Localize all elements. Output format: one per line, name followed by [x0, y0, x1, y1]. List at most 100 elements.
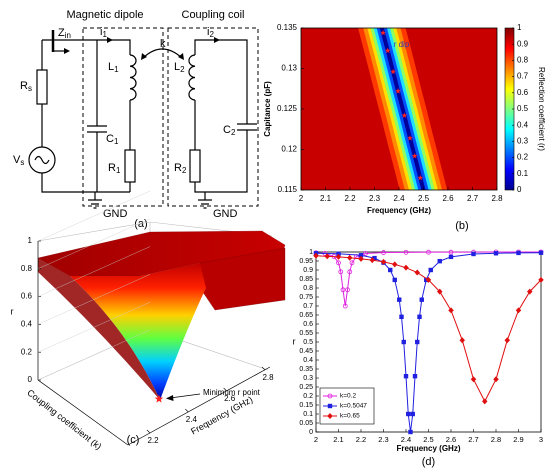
- x-tick-label: 2.6: [224, 394, 236, 403]
- label: R: [174, 162, 182, 174]
- label: Vs: [13, 154, 24, 167]
- z-tick-label: 0: [28, 375, 33, 384]
- legend-label: k=0.2: [340, 393, 356, 400]
- x-tick: [261, 366, 266, 371]
- marker: [414, 269, 420, 276]
- resistor: [36, 69, 48, 105]
- y-tick-label: 0.25: [299, 384, 313, 391]
- x-tick: [185, 408, 189, 413]
- label: C: [223, 124, 231, 136]
- colorbar-tick-label: 0.3: [517, 137, 529, 146]
- marker: [342, 303, 348, 309]
- x-tick-label: 2.7: [467, 194, 479, 203]
- surface-edge: [38, 258, 160, 400]
- y-tick-label: 0.15: [299, 402, 313, 409]
- z-tick-label: 0.8: [21, 264, 33, 273]
- legend-label: k=0.5047: [340, 403, 367, 410]
- block-title: Coupling coil: [182, 9, 245, 21]
- x-tick-label: 2.5: [423, 435, 433, 444]
- label-sub: s: [28, 84, 32, 93]
- grid-line: [37, 274, 151, 325]
- legend-marker: [327, 403, 333, 409]
- marker: [504, 337, 510, 344]
- surface-face: [70, 263, 206, 400]
- x-tick-label: 2.4: [186, 415, 198, 424]
- x-tick-label: 2.7: [468, 435, 478, 444]
- capacitor: [87, 40, 107, 192]
- sine: [34, 155, 50, 165]
- dip-marker: [395, 88, 401, 94]
- arrow-head: [141, 53, 147, 60]
- marker: [408, 429, 413, 435]
- colorbar-tick-label: 0.4: [517, 120, 529, 129]
- marker: [363, 251, 368, 256]
- y-tick-label: 0.12: [281, 145, 297, 154]
- legend-label: k=0.65: [340, 413, 360, 420]
- marker: [399, 314, 404, 319]
- annotation: r dip: [394, 40, 410, 49]
- marker: [347, 269, 353, 275]
- marker: [437, 258, 442, 264]
- y-tick-label: 1: [309, 249, 313, 256]
- marker: [335, 253, 342, 260]
- label-sub: in: [65, 31, 71, 40]
- grid-line: [37, 302, 151, 353]
- inductor: [188, 54, 196, 101]
- dashed-box: [82, 27, 164, 207]
- coupling-arrow: [142, 48, 183, 59]
- x-tick: [223, 387, 227, 392]
- label: Z: [58, 27, 65, 39]
- minimum-marker: [154, 394, 164, 403]
- label-sub: 2: [209, 30, 214, 39]
- x-tick-label: 2.6: [442, 194, 454, 203]
- colorbar-tick-label: 0.5: [517, 104, 529, 113]
- x-axis-label: Frequency (GHz): [396, 444, 460, 453]
- marker: [403, 373, 409, 379]
- y-tick-label: 0.3: [303, 375, 313, 382]
- marker: [338, 269, 344, 275]
- label: V: [13, 154, 21, 166]
- y-tick-label: 0.2: [303, 393, 313, 400]
- y-axis-label: Capitance (pF): [263, 81, 272, 137]
- label: R1: [108, 162, 121, 175]
- label-sub: 1: [116, 166, 121, 175]
- marker: [437, 288, 443, 295]
- grid-line: [37, 218, 151, 269]
- arrow-head: [214, 37, 220, 43]
- arrow-head: [64, 48, 70, 54]
- dip-marker: [390, 68, 396, 75]
- label-sub: 2: [182, 166, 187, 175]
- marker: [482, 398, 488, 405]
- marker: [470, 376, 477, 383]
- x-tick-label: 2: [314, 435, 318, 444]
- circuit: Magnetic dipole Coupling coil Zin i1 i2 …: [13, 9, 259, 230]
- x-tick: [146, 429, 151, 434]
- colorbar-tick-label: 0: [517, 185, 522, 194]
- marker: [403, 264, 409, 271]
- marker: [493, 251, 499, 256]
- x-tick-label: 2.2: [344, 194, 356, 203]
- label: C: [106, 133, 114, 145]
- y-tick-label: 0.4: [303, 357, 313, 364]
- heatmap-band: [358, 28, 448, 190]
- grid-line: [37, 246, 151, 297]
- label: i: [100, 26, 102, 38]
- y-tick-label: 0.9: [303, 267, 313, 274]
- z-tick-label: 0.4: [21, 320, 33, 329]
- x-tick-label: 2.4: [401, 435, 411, 444]
- colorbar-tick-label: 0.6: [517, 88, 529, 97]
- z-tick-label: 0.2: [21, 347, 33, 356]
- label: L1: [108, 61, 119, 74]
- label-sub: s: [20, 158, 24, 167]
- marker: [381, 250, 386, 255]
- marker: [412, 373, 418, 379]
- label-sub: 1: [102, 30, 107, 39]
- label: L: [108, 61, 114, 73]
- marker: [417, 314, 422, 319]
- x-axis-label: Frequency (GHz): [367, 206, 431, 215]
- label-sub: 1: [114, 65, 119, 74]
- legend-marker: [327, 393, 333, 399]
- marker: [324, 253, 330, 260]
- y-tick-label: 0.65: [299, 312, 313, 319]
- marker: [410, 411, 415, 417]
